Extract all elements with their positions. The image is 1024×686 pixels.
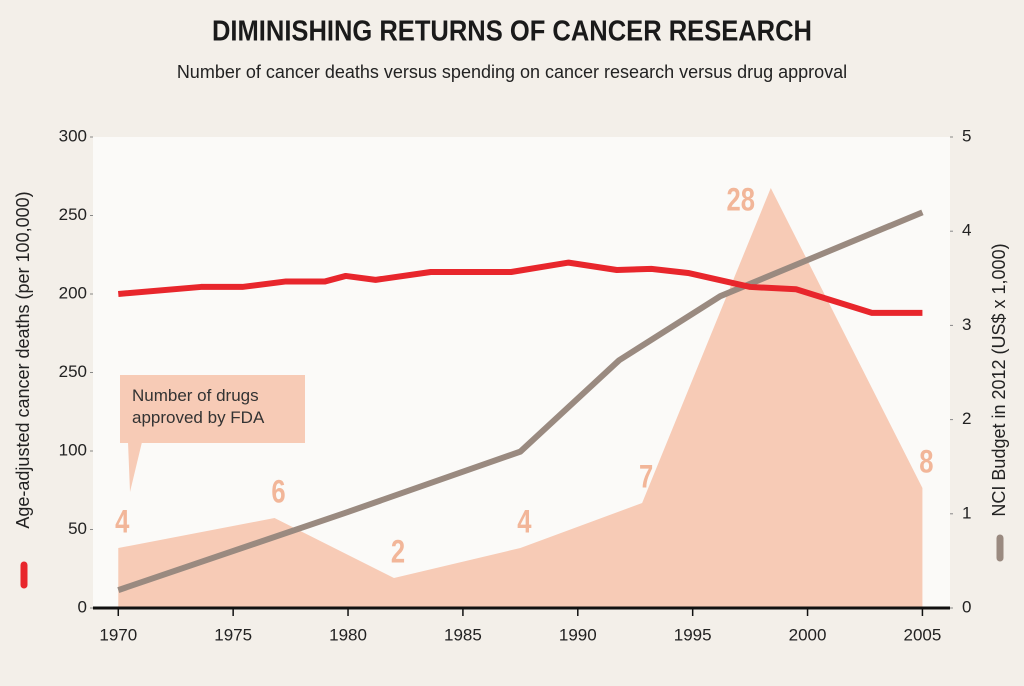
chart-title: DIMINISHING RETURNS OF CANCER RESEARCH bbox=[212, 16, 812, 48]
y2-tick-label: 5 bbox=[962, 126, 971, 145]
x-tick-label: 2005 bbox=[904, 625, 942, 644]
x-tick-label: 1975 bbox=[214, 625, 252, 644]
y2-tick-label: 2 bbox=[962, 409, 971, 428]
chart-subtitle: Number of cancer deaths versus spending … bbox=[177, 62, 847, 82]
y2-tick-label: 4 bbox=[962, 221, 971, 240]
y-tick-label: 300 bbox=[59, 126, 87, 145]
line bbox=[118, 259, 923, 316]
x-tick-label: 1980 bbox=[329, 625, 367, 644]
annotation: Number of drugs approved by FDA bbox=[120, 375, 305, 443]
area bbox=[118, 188, 923, 608]
y2-tick-label: 3 bbox=[962, 315, 971, 334]
data-label: 6 bbox=[271, 475, 285, 510]
y2-tick-label: 0 bbox=[962, 597, 971, 616]
line bbox=[117, 209, 924, 593]
data-label: 4 bbox=[517, 505, 531, 540]
x-tick-label: 2000 bbox=[789, 625, 827, 644]
marks: 4 6 2 4 7 28 8 bbox=[115, 183, 934, 608]
y2-tick-label: 1 bbox=[962, 503, 971, 522]
y-tick-label: 50 bbox=[68, 519, 87, 538]
x-tick-label: 1985 bbox=[444, 625, 482, 644]
data-label: 2 bbox=[391, 535, 405, 570]
data-label: 7 bbox=[639, 460, 653, 495]
x-tick-label: 1970 bbox=[99, 625, 137, 644]
data-label: 8 bbox=[919, 445, 933, 480]
y-tick-label: 250 bbox=[59, 362, 87, 381]
y-tick-label: 100 bbox=[59, 440, 87, 459]
y-axis-label: Age-adjusted cancer deaths (per 100,000) bbox=[13, 191, 33, 528]
y-tick-label: 250 bbox=[59, 205, 87, 224]
y2-axis-label: NCI Budget in 2012 (US$ x 1,000) bbox=[989, 243, 1009, 516]
x-tick-label: 1995 bbox=[674, 625, 712, 644]
data-label: 28 bbox=[727, 183, 755, 218]
annotation-pointer bbox=[128, 442, 142, 492]
y-tick-label: 200 bbox=[59, 283, 87, 302]
x-tick-label: 1990 bbox=[559, 625, 597, 644]
data-label: 4 bbox=[115, 505, 129, 540]
y-tick-label: 0 bbox=[78, 597, 87, 616]
